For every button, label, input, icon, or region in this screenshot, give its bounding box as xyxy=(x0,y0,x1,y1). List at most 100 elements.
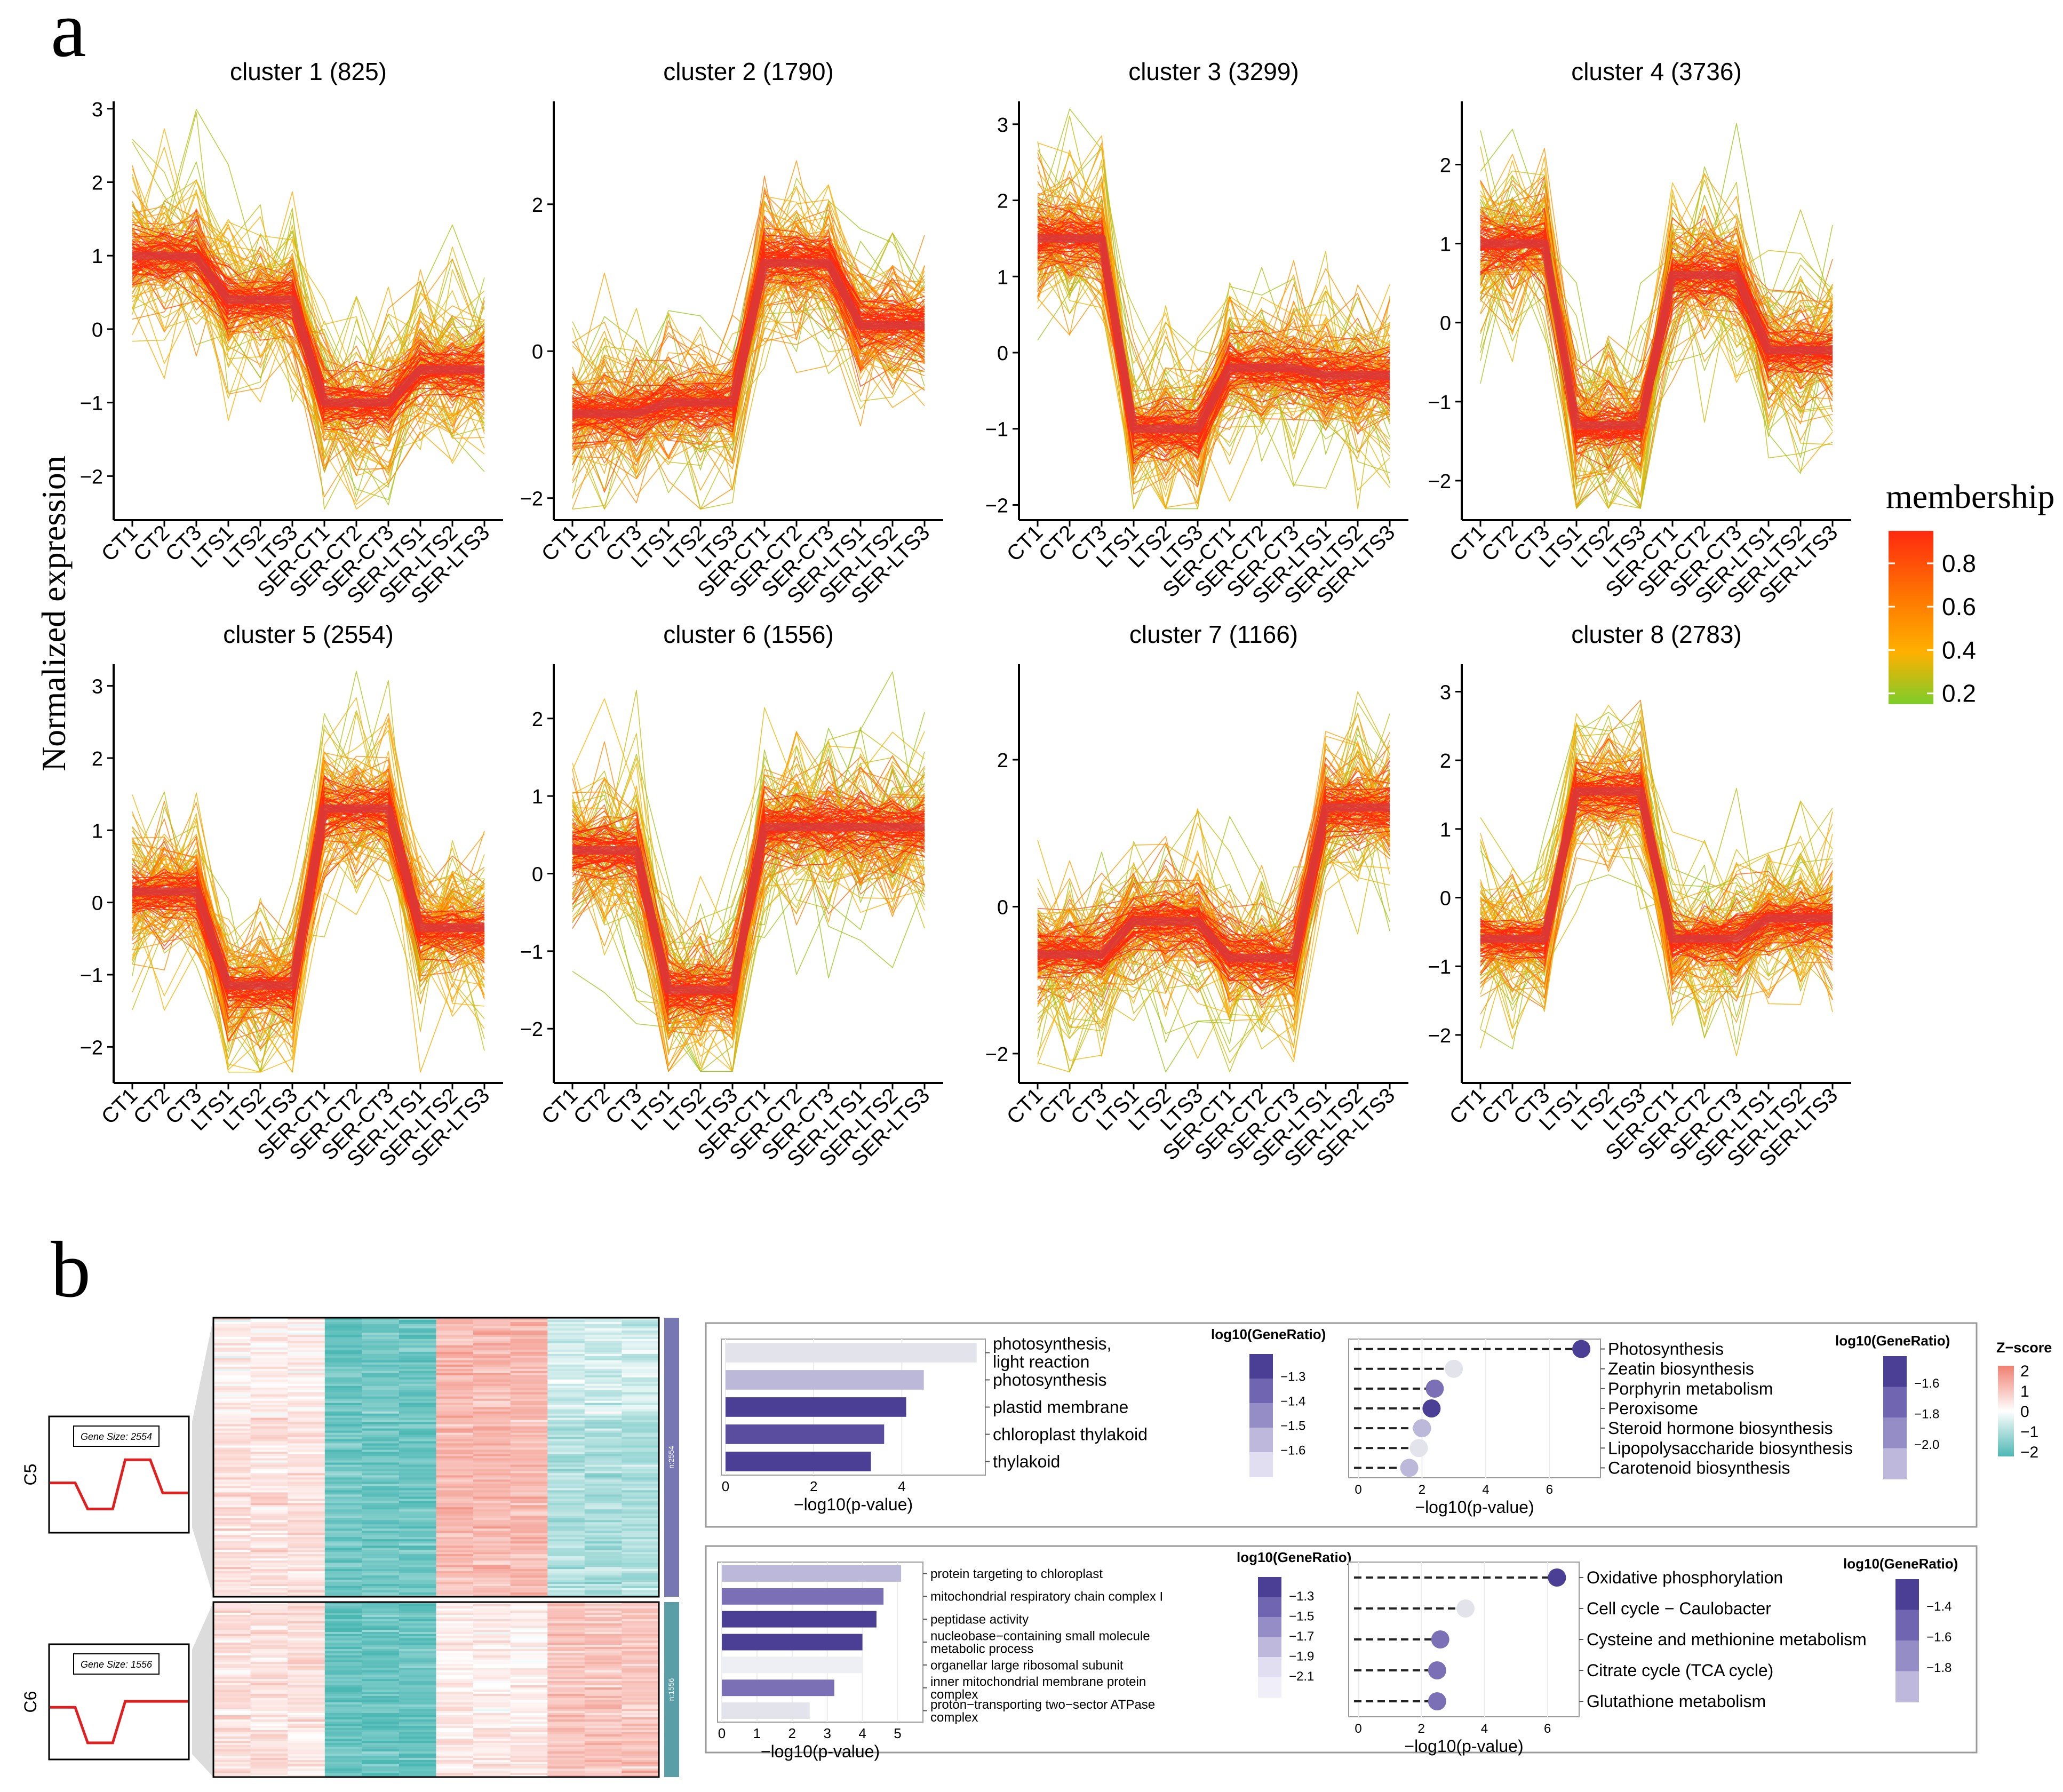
heatmap-cell xyxy=(510,1764,548,1767)
heatmap-cell xyxy=(584,1741,622,1743)
heatmap-cell xyxy=(399,1324,437,1327)
heatmap-cell xyxy=(362,1507,400,1510)
cluster-core-trace xyxy=(1037,786,1390,944)
heatmap-cell xyxy=(324,1647,362,1650)
kegg-x-tick-label: 6 xyxy=(1544,1722,1551,1736)
heatmap-cell xyxy=(362,1595,400,1597)
heatmap-cell xyxy=(213,1739,251,1741)
heatmap-cell xyxy=(473,1756,511,1758)
heatmap-cell xyxy=(399,1739,437,1741)
heatmap-cell xyxy=(473,1443,511,1446)
heatmap-cell xyxy=(547,1460,585,1463)
heatmap-cell xyxy=(584,1604,622,1607)
heatmap-cell xyxy=(250,1449,288,1453)
heatmap-cell xyxy=(622,1377,659,1380)
go-term-label: plastid membrane xyxy=(993,1398,1128,1417)
heatmap-cell xyxy=(436,1558,474,1561)
heatmap-cell xyxy=(622,1628,659,1630)
heatmap-cell xyxy=(584,1743,622,1746)
heatmap-cell xyxy=(436,1623,474,1626)
heatmap-cell xyxy=(399,1584,437,1587)
heatmap-cell xyxy=(399,1758,437,1761)
heatmap-cell xyxy=(622,1373,659,1376)
heatmap-cell xyxy=(473,1411,511,1414)
heatmap-cell xyxy=(362,1749,400,1752)
heatmap-cell xyxy=(288,1580,325,1582)
heatmap-cell xyxy=(584,1621,622,1624)
cluster-trace xyxy=(572,728,925,1032)
heatmap-cell xyxy=(399,1732,437,1735)
heatmap-cell xyxy=(547,1640,585,1643)
heatmap-cell xyxy=(622,1411,659,1414)
heatmap-cell xyxy=(324,1722,362,1724)
heatmap-cell xyxy=(399,1353,437,1357)
heatmap-cell xyxy=(510,1626,548,1628)
heatmap-cell xyxy=(547,1683,585,1686)
heatmap-cell xyxy=(473,1326,511,1329)
heatmap-cell xyxy=(362,1548,400,1550)
heatmap-cell xyxy=(622,1447,659,1451)
heatmap-cell xyxy=(399,1501,437,1503)
heatmap-cell xyxy=(288,1722,325,1724)
heatmap-cell xyxy=(584,1322,622,1325)
heatmap-cell xyxy=(473,1345,511,1348)
heatmap-cell xyxy=(436,1484,474,1486)
cluster-trace xyxy=(1037,783,1390,992)
heatmap-cell xyxy=(250,1458,288,1461)
heatmap-cell xyxy=(362,1717,400,1720)
heatmap-cell xyxy=(399,1445,437,1448)
heatmap-cell xyxy=(510,1690,548,1692)
heatmap-cell xyxy=(473,1690,511,1692)
heatmap-cell xyxy=(362,1462,400,1466)
heatmap-cell xyxy=(362,1634,400,1637)
heatmap-cell xyxy=(510,1632,548,1635)
heatmap-cell xyxy=(510,1366,548,1369)
heatmap-cell xyxy=(622,1743,659,1746)
heatmap-cell xyxy=(399,1496,437,1499)
heatmap-cell xyxy=(622,1475,659,1478)
heatmap-cell xyxy=(213,1383,251,1387)
heatmap-cell xyxy=(213,1737,251,1739)
heatmap-cell xyxy=(288,1552,325,1555)
cluster-title: cluster 3 (3299) xyxy=(1128,58,1299,85)
heatmap-cell xyxy=(436,1645,474,1647)
heatmap-cell xyxy=(510,1634,548,1637)
heatmap-cell xyxy=(547,1469,585,1472)
heatmap-cell xyxy=(324,1685,362,1688)
heatmap-cell xyxy=(213,1417,251,1421)
heatmap-cell xyxy=(324,1569,362,1572)
heatmap-cell xyxy=(622,1608,659,1611)
cluster-core-trace xyxy=(1037,225,1390,421)
heatmap-cell xyxy=(473,1707,511,1709)
heatmap-cell xyxy=(288,1715,325,1718)
heatmap-cell xyxy=(473,1447,511,1451)
heatmap-cell xyxy=(622,1647,659,1650)
heatmap-cell xyxy=(547,1471,585,1474)
heatmap-cell xyxy=(473,1651,511,1654)
heatmap-cell xyxy=(510,1715,548,1718)
heatmap-cell xyxy=(436,1586,474,1589)
heatmap-cell xyxy=(362,1608,400,1611)
heatmap-cell xyxy=(584,1456,622,1459)
heatmap-cell xyxy=(399,1573,437,1576)
heatmap-cell xyxy=(584,1417,622,1421)
heatmap-cell xyxy=(399,1336,437,1340)
heatmap-cell xyxy=(250,1571,288,1574)
heatmap-cell xyxy=(547,1769,585,1771)
heatmap-cell xyxy=(362,1747,400,1750)
heatmap-cell xyxy=(510,1560,548,1563)
heatmap-cell xyxy=(399,1615,437,1618)
heatmap-cell xyxy=(250,1672,288,1675)
heatmap-cell xyxy=(622,1388,659,1391)
heatmap-cell xyxy=(288,1400,325,1404)
heatmap-cell xyxy=(547,1749,585,1752)
heatmap-cell xyxy=(547,1535,585,1538)
heatmap-cell xyxy=(622,1548,659,1550)
heatmap-cell xyxy=(473,1643,511,1645)
heatmap-cell xyxy=(399,1484,437,1486)
heatmap-cell xyxy=(622,1514,659,1516)
heatmap-cell xyxy=(547,1537,585,1540)
heatmap-cell xyxy=(399,1351,437,1355)
heatmap-cell xyxy=(584,1653,622,1656)
heatmap-cell xyxy=(547,1486,585,1488)
